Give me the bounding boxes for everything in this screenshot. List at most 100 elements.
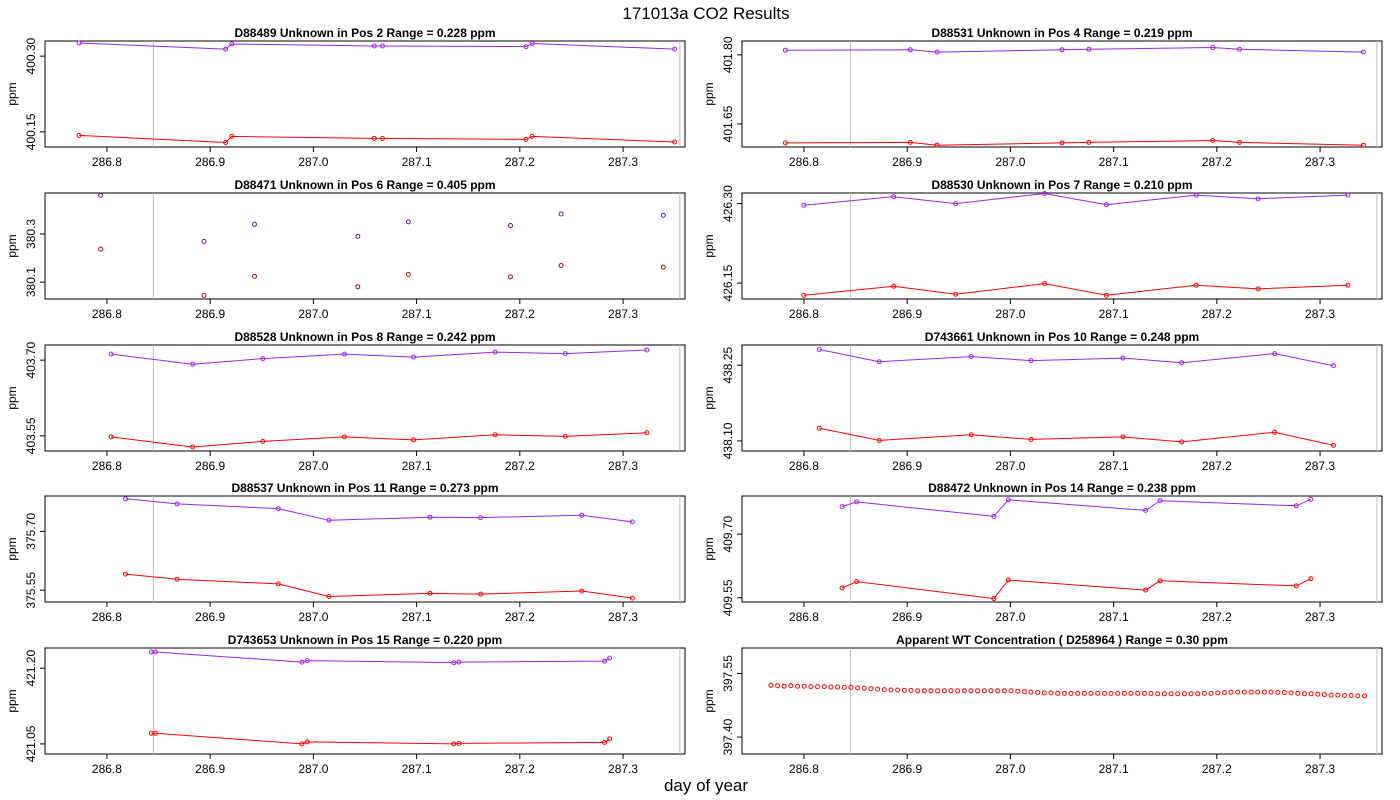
data-point — [1088, 690, 1094, 696]
data-point — [229, 133, 235, 139]
data-point — [839, 504, 845, 510]
data-point — [854, 579, 860, 585]
data-point — [341, 434, 347, 440]
y-axis-label: ppm — [702, 386, 716, 409]
data-point — [1141, 690, 1147, 696]
data-point — [562, 433, 568, 439]
data-point — [782, 140, 788, 146]
data-point — [801, 683, 807, 689]
data-point — [1293, 583, 1299, 589]
data-point — [816, 347, 822, 352]
x-tick-label: 287.3 — [608, 610, 638, 624]
data-point — [961, 688, 967, 694]
data-point — [411, 354, 416, 360]
data-point — [672, 46, 678, 52]
data-point — [1048, 690, 1054, 696]
data-point — [1042, 191, 1047, 196]
panel-D88528: D88528 Unknown in Pos 8 Range = 0.242 pp… — [5, 330, 686, 473]
x-tick-label: 287.3 — [1305, 762, 1335, 776]
x-tick-label: 287.1 — [1099, 610, 1129, 624]
data-point — [153, 730, 158, 736]
x-tick-label: 287.2 — [505, 762, 535, 776]
data-point — [1355, 693, 1361, 699]
y-tick-label: 400.30 — [24, 37, 38, 74]
y-tick-label: 380.1 — [24, 267, 38, 297]
panel-D88489: D88489 Unknown in Pos 2 Range = 0.228 pp… — [5, 26, 686, 169]
plot-frame — [741, 647, 1383, 755]
x-tick-label: 287.0 — [298, 610, 328, 624]
series-line-lower — [125, 573, 633, 599]
data-point — [1275, 690, 1281, 695]
data-point — [1308, 576, 1314, 582]
data-point — [1028, 689, 1034, 695]
panel-D88471: D88471 Unknown in Pos 6 Range = 0.405 pp… — [5, 178, 686, 321]
data-point — [223, 46, 229, 52]
plot-frame — [44, 495, 686, 603]
y-axis-label: ppm — [702, 689, 716, 712]
data-point — [934, 49, 940, 55]
y-tick-label: 438.25 — [721, 347, 735, 384]
x-tick-label: 287.1 — [1099, 307, 1129, 321]
data-point — [1021, 689, 1027, 695]
x-tick-label: 287.1 — [402, 307, 432, 321]
data-point — [1272, 429, 1278, 435]
data-point — [1101, 690, 1107, 696]
data-point — [1035, 690, 1041, 695]
data-point — [815, 684, 821, 690]
data-point — [456, 740, 462, 746]
data-point — [881, 687, 887, 693]
x-tick-label: 287.0 — [298, 155, 328, 169]
data-point — [1221, 690, 1227, 695]
data-point — [1015, 688, 1021, 694]
series-line-lower — [785, 139, 1364, 146]
data-point — [1295, 690, 1301, 696]
data-point — [908, 687, 914, 693]
plot-frame — [741, 40, 1383, 148]
series-line-lower — [803, 283, 1348, 296]
data-point — [252, 221, 257, 227]
data-point — [1028, 436, 1034, 442]
data-point — [1042, 281, 1047, 287]
data-point — [1086, 139, 1092, 145]
data-point — [835, 684, 841, 690]
x-tick-label: 287.0 — [298, 307, 328, 321]
y-tick-label: 426.30 — [721, 185, 735, 222]
data-point — [299, 741, 305, 747]
series-line-lower — [151, 732, 610, 745]
x-tick-label: 286.8 — [92, 762, 122, 776]
data-point — [1215, 690, 1221, 696]
x-tick-label: 287.2 — [505, 155, 535, 169]
data-point — [1362, 693, 1367, 699]
series-line-upper — [151, 651, 610, 664]
data-point — [1168, 691, 1174, 697]
data-point — [1148, 690, 1154, 696]
data-point — [775, 683, 781, 689]
data-point — [304, 658, 310, 664]
data-point — [995, 688, 1001, 694]
data-point — [861, 685, 867, 691]
data-point — [821, 684, 827, 690]
y-axis-label: ppm — [5, 537, 19, 560]
data-point — [1028, 358, 1034, 364]
panel-title: D88530 Unknown in Pos 7 Range = 0.210 pp… — [931, 178, 1192, 192]
data-point — [901, 687, 907, 693]
data-point — [975, 688, 981, 694]
data-point — [968, 432, 974, 438]
y-tick-label: 375.55 — [24, 572, 38, 609]
x-tick-label: 286.9 — [892, 155, 922, 169]
data-point — [326, 517, 332, 523]
data-point — [492, 349, 498, 355]
y-tick-label: 380.3 — [24, 219, 38, 249]
data-point — [355, 233, 361, 239]
panel-title: Apparent WT Concentration ( D258964 ) Ra… — [896, 633, 1228, 647]
data-point — [427, 514, 433, 520]
data-point — [1301, 691, 1307, 697]
data-point — [629, 595, 635, 601]
data-point — [451, 660, 457, 666]
x-tick-label: 287.2 — [1202, 762, 1232, 776]
data-point — [602, 739, 607, 745]
series-line-upper — [803, 192, 1348, 206]
data-point — [1005, 577, 1011, 583]
y-tick-label: 403.70 — [24, 341, 38, 378]
x-tick-label: 287.2 — [1202, 610, 1232, 624]
